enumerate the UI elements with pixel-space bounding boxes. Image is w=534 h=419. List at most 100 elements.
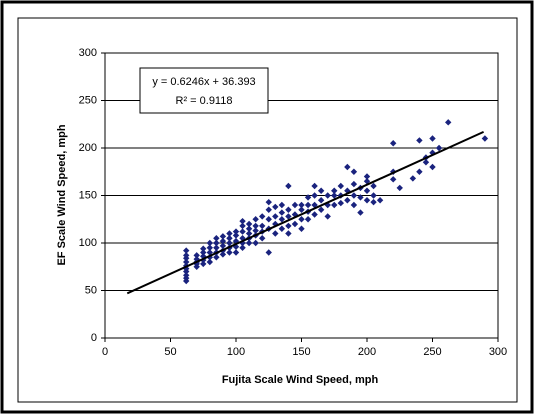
point <box>183 247 190 254</box>
r-squared: R² = 0.9118 <box>176 95 233 107</box>
point <box>252 239 259 247</box>
point <box>259 213 266 220</box>
point <box>363 187 371 194</box>
y-tick-label: 100 <box>79 237 97 249</box>
point <box>265 198 272 206</box>
point <box>317 197 325 204</box>
point <box>429 163 436 171</box>
point <box>232 249 240 256</box>
point <box>200 249 207 256</box>
point <box>183 258 190 266</box>
point <box>337 182 344 190</box>
point <box>272 203 279 211</box>
point <box>291 201 299 209</box>
point <box>285 213 292 220</box>
point <box>298 201 305 209</box>
point <box>265 216 272 223</box>
point <box>206 258 213 266</box>
point <box>363 197 371 204</box>
point <box>200 253 207 260</box>
point <box>183 252 190 259</box>
y-axis-title: EF Scale Wind Speed, mph <box>56 124 68 265</box>
point <box>278 201 286 209</box>
point <box>259 235 266 242</box>
point <box>252 227 259 234</box>
point <box>252 222 259 230</box>
point <box>435 144 443 152</box>
point <box>219 251 227 258</box>
y-tick-label: 300 <box>79 47 97 59</box>
x-axis-title: Fujita Scale Wind Speed, mph <box>222 374 379 386</box>
point <box>219 242 227 250</box>
point <box>291 220 299 228</box>
point <box>331 201 338 209</box>
point <box>298 216 305 223</box>
point <box>337 199 344 207</box>
point <box>445 119 452 126</box>
point <box>259 222 266 230</box>
x-tick-label: 50 <box>164 346 176 358</box>
equation: y = 0.6246x + 36.393 <box>152 76 255 88</box>
point <box>245 239 253 247</box>
point <box>200 256 207 264</box>
point <box>245 225 253 232</box>
point <box>363 178 371 185</box>
point <box>298 225 305 232</box>
x-tick-label: 300 <box>489 346 507 358</box>
point <box>285 206 292 213</box>
point <box>239 222 246 230</box>
point <box>363 173 371 180</box>
x-tick-label: 100 <box>227 346 245 358</box>
point <box>350 192 358 199</box>
point <box>213 244 220 251</box>
point <box>239 228 246 235</box>
plot-area <box>104 52 499 339</box>
point <box>239 244 246 251</box>
x-tick-label: 200 <box>358 346 376 358</box>
equation-box <box>139 67 269 114</box>
point <box>350 180 358 188</box>
point <box>370 198 377 206</box>
point <box>278 225 286 232</box>
point <box>331 187 338 194</box>
point <box>324 213 331 220</box>
point <box>357 194 364 201</box>
point <box>200 245 207 252</box>
point <box>265 206 272 213</box>
point <box>481 135 489 142</box>
y-tick-label: 200 <box>79 142 97 154</box>
point <box>344 197 351 204</box>
point <box>311 182 318 190</box>
point <box>278 216 286 223</box>
point <box>206 239 213 247</box>
point <box>304 216 312 223</box>
point <box>304 194 312 201</box>
point <box>200 260 207 268</box>
point <box>324 192 331 199</box>
x-tick-label: 250 <box>423 346 441 358</box>
point <box>344 163 351 171</box>
point <box>245 220 253 228</box>
x-tick-label: 0 <box>102 346 108 358</box>
point <box>226 235 233 242</box>
point <box>331 192 338 199</box>
y-tick-label: 0 <box>91 332 97 344</box>
point <box>285 182 292 190</box>
point <box>350 168 358 175</box>
point <box>193 252 200 259</box>
point <box>311 211 318 218</box>
point <box>416 168 423 175</box>
point <box>239 217 246 225</box>
point <box>213 239 220 247</box>
y-tick-label: 250 <box>79 94 97 106</box>
x-tick-label: 150 <box>292 346 310 358</box>
point <box>390 176 397 183</box>
point <box>226 239 233 247</box>
point <box>298 206 305 213</box>
point <box>311 201 318 209</box>
point <box>272 220 279 228</box>
point <box>206 249 213 256</box>
trendline <box>126 130 485 295</box>
point <box>324 201 331 209</box>
